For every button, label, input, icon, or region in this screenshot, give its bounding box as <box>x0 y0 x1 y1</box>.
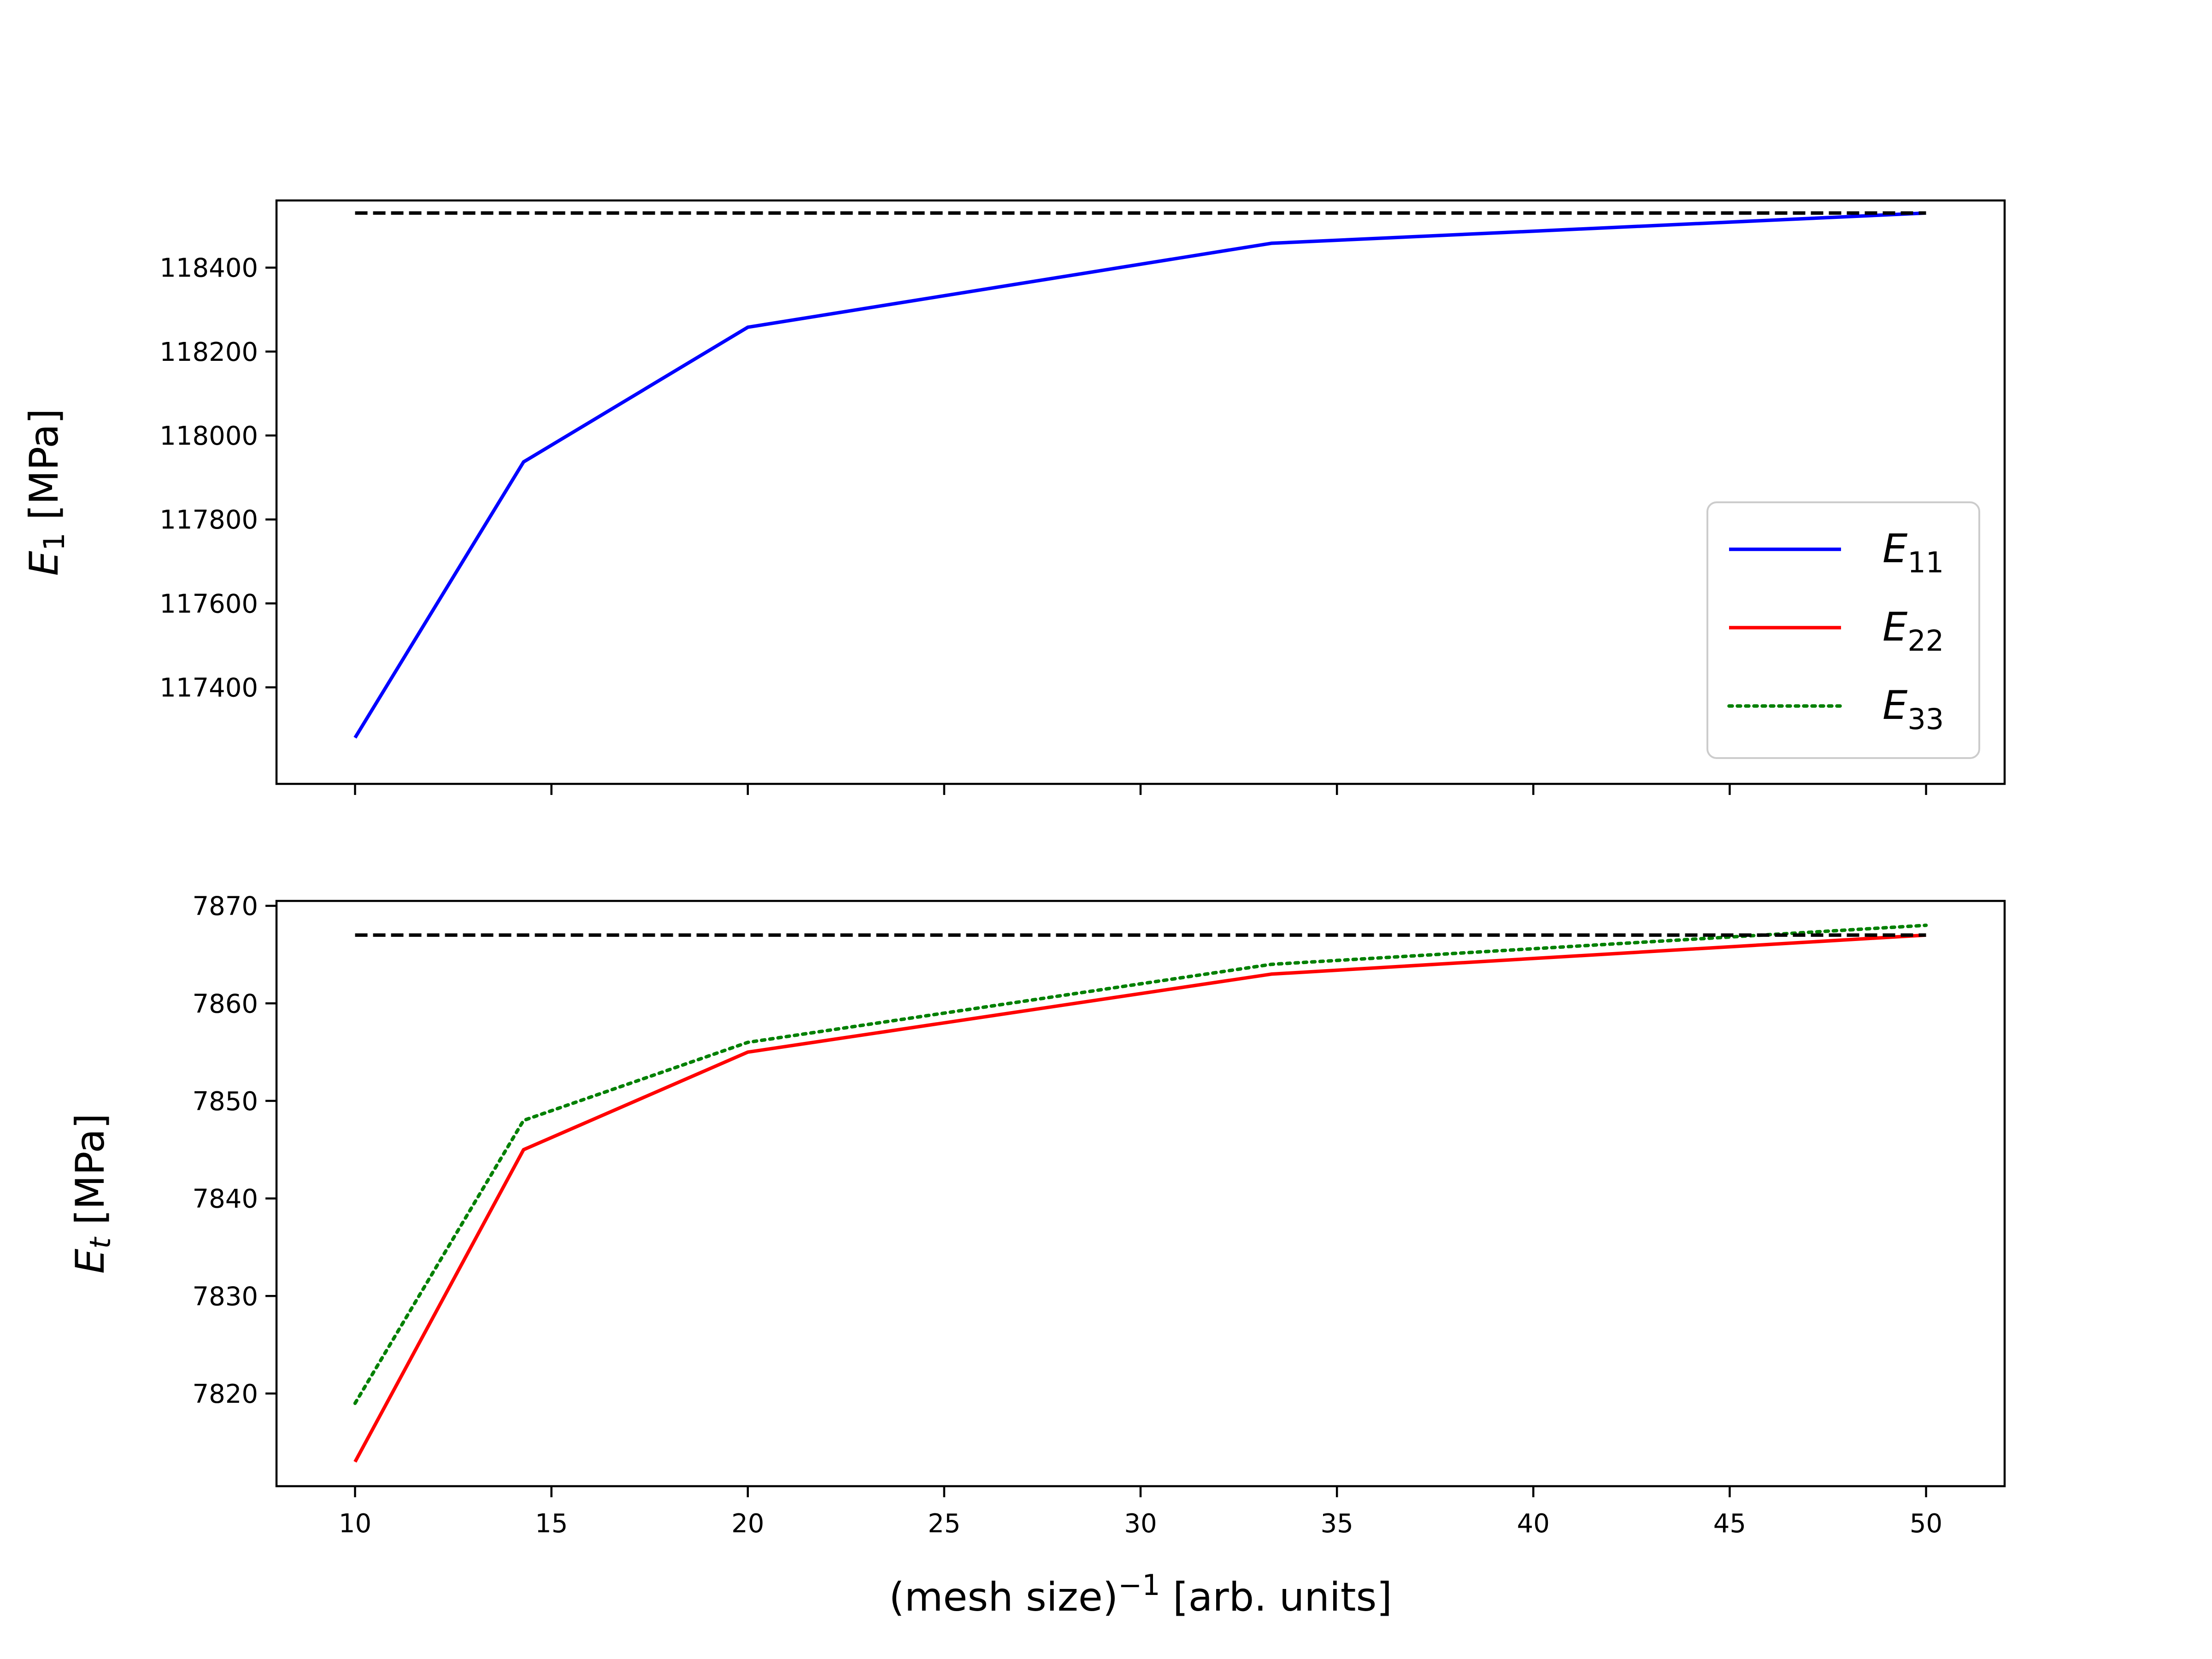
x-tick-label: 15 <box>535 1509 568 1539</box>
y-tick-label: 7850 <box>192 1087 258 1117</box>
series-line-e22 <box>353 933 1926 1463</box>
x-tick-label: 30 <box>1124 1509 1157 1539</box>
legend-label-subscript: 33 <box>1907 702 1944 736</box>
y-axis-title-subscript: 1 <box>37 533 71 551</box>
legend-label-subscript: 11 <box>1907 546 1944 579</box>
x-tick-label: 40 <box>1517 1509 1550 1539</box>
y-tick-label: 117400 <box>159 673 258 703</box>
x-tick-label: 10 <box>339 1509 371 1539</box>
y-tick-label: 118400 <box>159 253 258 283</box>
legend-box <box>1706 501 1980 759</box>
x-tick-label: 50 <box>1910 1509 1942 1539</box>
y-axis-title-unit: [MPa] <box>21 408 67 532</box>
y-tick-label: 7840 <box>192 1184 258 1214</box>
x-axis-title-text: (mesh size) <box>889 1574 1118 1620</box>
legend-label-symbol: E <box>1883 604 1908 650</box>
plot-frame <box>275 900 2006 1488</box>
x-axis-title: (mesh size)−1 [arb. units] <box>889 1568 1392 1620</box>
y-axis-title: E1 [MPa] <box>21 408 71 576</box>
y-axis-title-symbol: E <box>67 1248 113 1274</box>
y-tick-label: 117800 <box>159 505 258 535</box>
x-axis-title-units: [arb. units] <box>1160 1574 1392 1620</box>
y-tick-label: 7820 <box>192 1379 258 1409</box>
y-tick-label: 118000 <box>159 421 258 451</box>
y-axis-title-subscript: t <box>83 1236 117 1249</box>
x-tick-label: 35 <box>1321 1509 1353 1539</box>
y-axis-title-symbol: E <box>21 551 67 576</box>
legend-label-symbol: E <box>1883 526 1908 572</box>
y-axis-title-unit: [MPa] <box>67 1113 113 1237</box>
x-tick-label: 45 <box>1713 1509 1746 1539</box>
legend-label: E22 <box>1883 604 1944 658</box>
legend-label-symbol: E <box>1883 682 1908 729</box>
x-axis-title-superscript: −1 <box>1118 1568 1160 1602</box>
series-line-e11 <box>353 211 1926 739</box>
y-tick-label: 118200 <box>159 337 258 367</box>
y-tick-label: 7830 <box>192 1282 258 1312</box>
x-tick-label: 25 <box>928 1509 960 1539</box>
bottom-subplot: 10 15 20 25 30 35 40 45 50 7820 7830 7840 7850 7860 78… <box>67 892 2006 1620</box>
legend-label: E11 <box>1883 526 1944 579</box>
series-line-e33 <box>353 924 1928 1405</box>
y-tick-label: 117600 <box>159 589 258 619</box>
x-tick-label: 20 <box>731 1509 764 1539</box>
y-tick-label: 7860 <box>192 989 258 1019</box>
y-axis-title: Et [MPa] <box>67 1113 117 1274</box>
y-tick-label: 7870 <box>192 892 258 922</box>
legend-label-subscript: 22 <box>1907 624 1944 658</box>
legend-label: E33 <box>1883 682 1944 736</box>
